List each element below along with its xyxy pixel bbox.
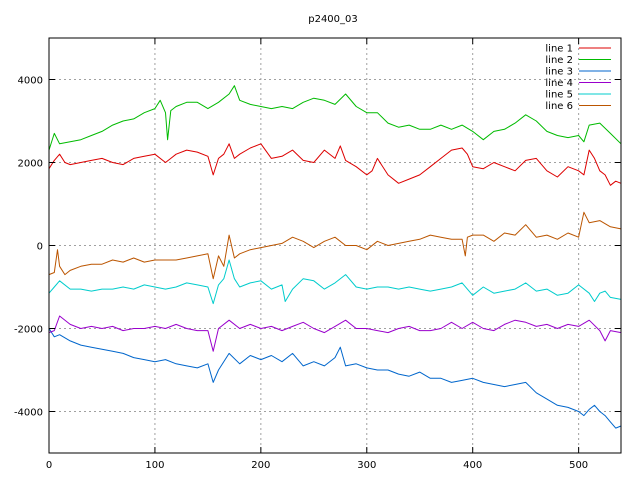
series-line-2 bbox=[48, 85, 622, 151]
legend-label-5: line 5 bbox=[545, 90, 573, 101]
series-line-6 bbox=[48, 211, 622, 280]
series-line-4 bbox=[48, 315, 622, 352]
y-tick-label: -4000 bbox=[14, 408, 43, 419]
series-line-3 bbox=[48, 328, 622, 429]
x-tick-label: 200 bbox=[251, 460, 270, 471]
y-tick-label: 2000 bbox=[18, 159, 43, 170]
x-tick-label: 0 bbox=[46, 460, 52, 471]
legend-label-6: line 6 bbox=[545, 101, 573, 112]
series-line-1 bbox=[48, 143, 622, 186]
y-tick-label: 4000 bbox=[18, 76, 43, 87]
y-tick-label: -2000 bbox=[14, 325, 43, 336]
x-tick-label: 500 bbox=[569, 460, 588, 471]
legend-label-3: line 3 bbox=[545, 67, 573, 78]
axis-ticks: 0 100 200 300 400 500 -4000 -2000 0 2000 4000 bbox=[14, 38, 621, 471]
legend-label-1: line 1 bbox=[545, 44, 573, 55]
chart-title: p2400_03 bbox=[308, 14, 358, 25]
series-group bbox=[48, 85, 622, 429]
series-line-5 bbox=[48, 259, 622, 305]
x-tick-label: 100 bbox=[145, 460, 164, 471]
y-tick-label: 0 bbox=[37, 242, 43, 253]
x-tick-label: 400 bbox=[463, 460, 482, 471]
legend-label-2: line 2 bbox=[545, 55, 573, 66]
grid bbox=[49, 38, 621, 453]
x-tick-label: 300 bbox=[357, 460, 376, 471]
legend-label-4: line 4 bbox=[545, 78, 573, 89]
